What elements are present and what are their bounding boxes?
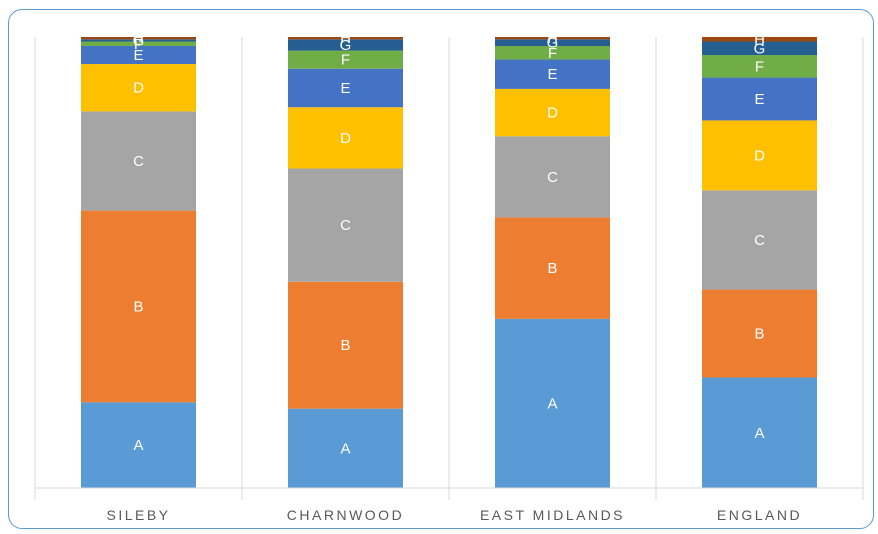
segment-label-h-1: H: [133, 30, 144, 47]
segment-label-g-1: G: [133, 32, 145, 49]
bar-segment-b-1: [81, 210, 196, 403]
bar-segment-h-2: [288, 37, 403, 40]
bar-segment-g-1: [81, 39, 196, 42]
bar-segment-d-3: [495, 88, 610, 137]
segment-label-e-2: E: [340, 80, 350, 97]
bar-segment-e-1: [81, 46, 196, 65]
segment-label-f-4: F: [755, 58, 764, 75]
segment-label-h-4: H: [754, 31, 765, 48]
category-label-4: ENGLAND: [717, 507, 802, 523]
bar-segment-g-2: [288, 39, 403, 51]
bar-segment-b-2: [288, 281, 403, 409]
axis-layer: SILEBY CHARNWOOD EAST MIDLANDS ENGLAND: [35, 487, 863, 523]
bar-segment-e-4: [702, 77, 817, 121]
bar-segment-b-4: [702, 289, 817, 378]
category-label-2: CHARNWOOD: [287, 507, 404, 523]
segment-label-e-3: E: [547, 66, 557, 83]
segment-label-b-3: B: [547, 260, 557, 277]
bar-layer: [81, 37, 817, 488]
bar-segment-d-4: [702, 120, 817, 191]
segment-label-e-1: E: [133, 47, 143, 64]
segment-label-e-4: E: [754, 91, 764, 108]
segment-label-c-1: C: [133, 153, 144, 170]
bar-segment-c-2: [288, 168, 403, 282]
bar-segment-a-1: [81, 402, 196, 488]
segment-label-d-4: D: [754, 147, 765, 164]
bar-segment-g-4: [702, 41, 817, 56]
segment-label-a-1: A: [133, 437, 143, 454]
segment-label-c-4: C: [754, 232, 765, 249]
segment-label-h-2: H: [340, 30, 351, 47]
bar-segment-f-3: [495, 46, 610, 60]
segment-label-h-3: H: [547, 30, 558, 47]
bar-segment-h-4: [702, 37, 817, 42]
bar-segment-c-4: [702, 190, 817, 290]
bar-segment-e-3: [495, 59, 610, 89]
bar-segment-f-1: [81, 41, 196, 47]
segment-label-g-3: G: [547, 35, 559, 52]
bar-segment-f-4: [702, 55, 817, 78]
segment-label-b-4: B: [754, 326, 764, 343]
bar-segment-h-3: [495, 37, 610, 40]
segment-label-a-3: A: [547, 395, 557, 412]
segment-label-d-2: D: [340, 130, 351, 147]
segment-label-c-2: C: [340, 217, 351, 234]
segment-label-c-3: C: [547, 169, 558, 186]
segment-label-f-1: F: [134, 36, 143, 53]
bar-segment-g-3: [495, 39, 610, 47]
bar-segment-h-1: [81, 37, 196, 40]
bar-segment-c-1: [81, 111, 196, 211]
segment-label-f-2: F: [341, 52, 350, 69]
bar-segment-a-4: [702, 377, 817, 488]
segment-label-g-4: G: [754, 40, 766, 57]
segment-label-d-1: D: [133, 80, 144, 97]
bar-segment-b-3: [495, 217, 610, 319]
segment-label-f-3: F: [548, 45, 557, 62]
category-label-1: SILEBY: [106, 507, 170, 523]
bar-segment-f-2: [288, 50, 403, 69]
bar-segment-d-1: [81, 64, 196, 112]
bar-segment-d-2: [288, 107, 403, 169]
segment-label-a-2: A: [340, 440, 350, 457]
grid-layer: [34, 37, 864, 500]
category-label-3: EAST MIDLANDS: [480, 507, 625, 523]
bar-segment-c-3: [495, 136, 610, 218]
bar-segment-e-2: [288, 68, 403, 108]
segment-label-b-2: B: [340, 337, 350, 354]
bar-segment-a-2: [288, 408, 403, 488]
segment-label-g-2: G: [340, 37, 352, 54]
bar-segment-a-3: [495, 318, 610, 488]
segment-label-b-1: B: [133, 298, 143, 315]
segment-label-a-4: A: [754, 425, 764, 442]
segment-label-d-3: D: [547, 105, 558, 122]
